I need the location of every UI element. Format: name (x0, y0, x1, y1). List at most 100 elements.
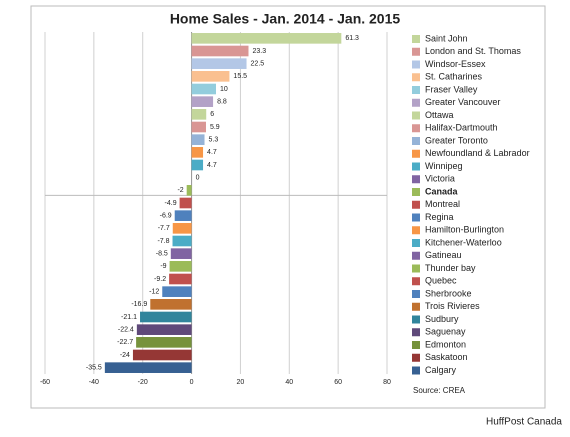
legend-swatch (412, 277, 420, 286)
value-label: -22.4 (118, 327, 134, 334)
bar (191, 147, 204, 158)
value-label: -6.9 (160, 213, 172, 220)
value-label: 0 (196, 175, 200, 182)
value-label: 10 (220, 86, 228, 93)
legend-swatch (412, 251, 420, 260)
value-label: 22.5 (251, 61, 265, 68)
chart-frame (30, 5, 546, 409)
legend-label: Saskatoon (425, 352, 468, 362)
bar (191, 109, 207, 120)
legend-swatch (412, 353, 420, 362)
bar (191, 33, 342, 44)
bar (191, 134, 205, 145)
legend-label: Edmonton (425, 339, 466, 349)
x-tick-label: 80 (383, 379, 391, 386)
credit: HuffPost Canada (486, 417, 562, 428)
bar (191, 96, 214, 107)
value-label: -4.9 (165, 200, 177, 207)
bar (191, 58, 247, 69)
x-tick-label: -40 (89, 379, 99, 386)
bar (169, 261, 192, 272)
legend-label: Calgary (425, 365, 457, 375)
legend-label: London and St. Thomas (425, 46, 521, 56)
legend-label: Saint John (425, 33, 468, 43)
legend-label: Thunder bay (425, 263, 476, 273)
value-label: -12 (149, 289, 159, 296)
legend-label: Ottawa (425, 110, 454, 120)
legend-swatch (412, 264, 420, 273)
value-label: 23.3 (252, 48, 266, 55)
legend-label: Halifax-Dartmouth (425, 123, 498, 133)
legend-swatch (412, 47, 420, 56)
bar (179, 197, 192, 209)
value-label: 15.5 (233, 73, 247, 80)
legend-swatch (412, 226, 420, 235)
legend-swatch (412, 366, 420, 375)
value-label: -7.8 (157, 238, 169, 245)
legend-swatch (412, 239, 420, 247)
legend-label: Winnipeg (425, 161, 463, 171)
value-label: 5.9 (210, 124, 220, 131)
legend-label: Saguenay (425, 327, 466, 337)
bar (104, 362, 192, 373)
legend-swatch (412, 137, 420, 145)
value-label: -35.5 (86, 365, 102, 372)
x-tick-label: 60 (334, 379, 342, 386)
chart-title: Home Sales - Jan. 2014 - Jan. 2015 (170, 11, 401, 27)
legend-swatch (412, 86, 420, 94)
value-label: 61.3 (345, 35, 359, 42)
legend-swatch (412, 35, 420, 43)
x-tick-label: 40 (285, 379, 293, 386)
value-label: 4.7 (207, 149, 217, 156)
bar (162, 286, 192, 297)
legend-swatch (412, 149, 420, 158)
value-label: 5.3 (209, 137, 219, 144)
legend-swatch (412, 98, 420, 107)
legend-swatch (412, 175, 420, 184)
legend-label: Gatineau (425, 250, 462, 260)
legend-label: Regina (425, 212, 454, 222)
legend-label: Greater Vancouver (425, 97, 500, 107)
legend-label: Windsor-Essex (425, 59, 486, 69)
value-label: 8.8 (217, 99, 227, 106)
legend-swatch (412, 315, 420, 324)
legend-swatch (412, 162, 420, 171)
legend-swatch (412, 200, 420, 209)
bar (191, 121, 206, 133)
value-label: -2 (177, 187, 183, 194)
value-label: -16.9 (131, 301, 147, 308)
legend-swatch (412, 328, 420, 337)
legend-label: Trois Rivieres (425, 301, 480, 311)
bar (172, 223, 192, 234)
value-label: -8.5 (156, 251, 168, 258)
legend-label: Newfoundland & Labrador (425, 148, 530, 158)
x-tick-label: -20 (138, 379, 148, 386)
source: Source: CREA (413, 386, 466, 395)
value-label: -24 (120, 352, 130, 359)
bar (174, 210, 192, 221)
bar (186, 185, 192, 196)
value-label: -9 (160, 263, 166, 270)
legend-swatch (412, 73, 420, 82)
bar (150, 299, 192, 310)
x-tick-label: -60 (40, 379, 50, 386)
x-tick-label: 0 (190, 379, 194, 386)
bar (191, 159, 204, 171)
legend-swatch (412, 60, 420, 69)
legend-label: Fraser Valley (425, 84, 478, 94)
legend-swatch (412, 188, 420, 196)
value-label: -21.1 (121, 314, 137, 321)
bar (170, 248, 192, 259)
legend-swatch (412, 302, 420, 311)
bar (191, 83, 216, 95)
legend-label: Canada (425, 186, 459, 196)
value-label: -7.7 (158, 225, 170, 232)
bar (140, 311, 192, 323)
x-tick-label: 20 (237, 379, 245, 386)
value-label: 6 (210, 111, 214, 118)
legend-label: Quebec (425, 276, 457, 286)
legend-swatch (412, 111, 420, 120)
legend-swatch (412, 290, 420, 298)
legend-label: St. Catharines (425, 72, 483, 82)
legend-label: Sherbrooke (425, 288, 472, 298)
